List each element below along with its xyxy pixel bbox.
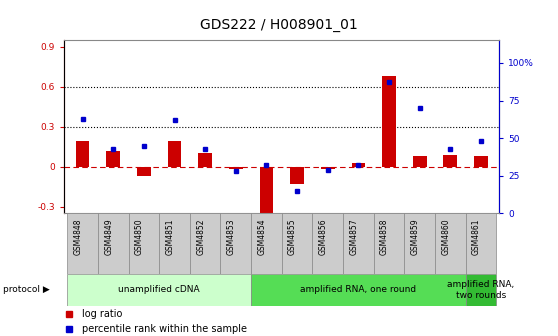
Text: percentile rank within the sample: percentile rank within the sample bbox=[81, 324, 247, 334]
Bar bbox=[290, 167, 304, 184]
Text: GSM4857: GSM4857 bbox=[349, 218, 358, 255]
Text: GSM4858: GSM4858 bbox=[380, 218, 389, 255]
Text: GSM4856: GSM4856 bbox=[319, 218, 328, 255]
Bar bbox=[474, 156, 488, 167]
Bar bbox=[352, 163, 365, 167]
Bar bbox=[251, 274, 466, 306]
Bar bbox=[435, 213, 466, 274]
Bar bbox=[259, 167, 273, 216]
Text: GSM4848: GSM4848 bbox=[74, 218, 83, 255]
Bar bbox=[444, 155, 457, 167]
Bar bbox=[229, 167, 243, 169]
Bar bbox=[413, 156, 427, 167]
Text: GSM4850: GSM4850 bbox=[135, 218, 144, 255]
Bar bbox=[374, 213, 405, 274]
Text: GSM4852: GSM4852 bbox=[196, 218, 205, 255]
Bar bbox=[382, 76, 396, 167]
Bar bbox=[67, 274, 251, 306]
Bar bbox=[98, 213, 128, 274]
Text: GSM4855: GSM4855 bbox=[288, 218, 297, 255]
Bar bbox=[220, 213, 251, 274]
Text: GSM4861: GSM4861 bbox=[472, 218, 481, 255]
Bar bbox=[466, 274, 497, 306]
Bar bbox=[251, 213, 282, 274]
Bar bbox=[107, 151, 120, 167]
Text: GSM4860: GSM4860 bbox=[441, 218, 450, 255]
Bar bbox=[76, 141, 89, 167]
Text: protocol ▶: protocol ▶ bbox=[3, 285, 50, 294]
Text: unamplified cDNA: unamplified cDNA bbox=[118, 285, 200, 294]
Text: GSM4859: GSM4859 bbox=[411, 218, 420, 255]
Bar bbox=[312, 213, 343, 274]
Text: GSM4853: GSM4853 bbox=[227, 218, 236, 255]
Bar bbox=[190, 213, 220, 274]
Bar bbox=[137, 167, 151, 176]
Text: amplified RNA,
two rounds: amplified RNA, two rounds bbox=[448, 280, 514, 299]
Text: amplified RNA, one round: amplified RNA, one round bbox=[300, 285, 416, 294]
Bar bbox=[321, 167, 335, 169]
Bar bbox=[167, 141, 181, 167]
Text: log ratio: log ratio bbox=[81, 309, 122, 319]
Text: GSM4854: GSM4854 bbox=[257, 218, 267, 255]
Bar bbox=[128, 213, 159, 274]
Bar bbox=[67, 213, 98, 274]
Bar bbox=[282, 213, 312, 274]
Bar bbox=[405, 213, 435, 274]
Text: GDS222 / H008901_01: GDS222 / H008901_01 bbox=[200, 18, 358, 33]
Text: GSM4849: GSM4849 bbox=[104, 218, 113, 255]
Bar bbox=[198, 154, 212, 167]
Bar bbox=[343, 213, 374, 274]
Bar bbox=[159, 213, 190, 274]
Text: GSM4851: GSM4851 bbox=[166, 218, 175, 255]
Bar bbox=[466, 213, 497, 274]
